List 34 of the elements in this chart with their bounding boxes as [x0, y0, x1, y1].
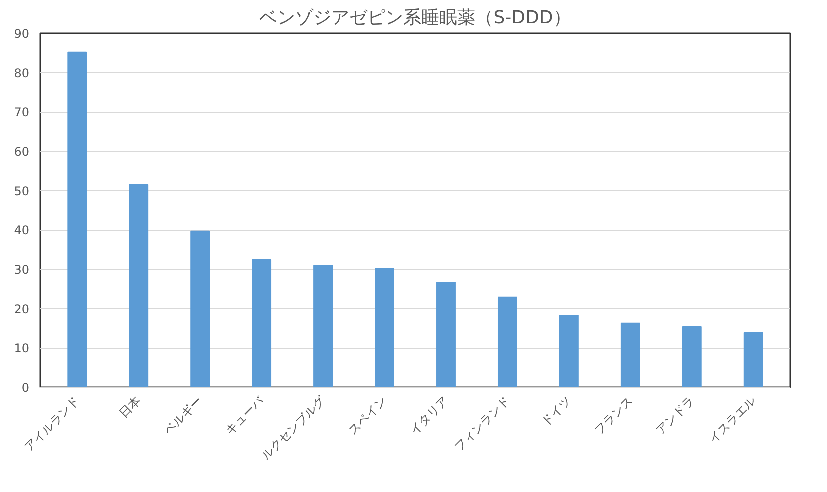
y-tick-label: 60 — [14, 145, 30, 159]
bar — [436, 282, 456, 388]
x-tick-label: フィンランド — [452, 394, 513, 454]
bar — [129, 184, 149, 388]
y-tick-label: 70 — [14, 106, 30, 120]
bar — [620, 322, 640, 388]
bar — [375, 268, 394, 388]
x-tick-label: ドイツ — [538, 394, 574, 429]
bar — [559, 315, 579, 388]
x-tick-label: フランス — [592, 394, 636, 438]
bar — [68, 52, 88, 388]
y-tick-label: 40 — [14, 224, 30, 238]
y-tick-label: 80 — [14, 66, 30, 80]
x-tick-label: ベルギー — [161, 394, 206, 438]
bar — [744, 332, 764, 388]
bar — [682, 326, 702, 388]
x-tick-label: アンドラ — [653, 394, 698, 438]
y-tick-label: 0 — [22, 381, 30, 395]
bar — [190, 230, 210, 388]
y-tick-label: 10 — [14, 342, 30, 356]
x-tick-label: 日本 — [116, 394, 144, 420]
x-tick-label: キューバ — [222, 392, 268, 438]
bar — [314, 265, 334, 388]
y-tick-label: 30 — [14, 263, 30, 277]
x-tick-label: アイルランド — [22, 394, 82, 454]
x-tick-label: イスラエル — [706, 394, 759, 446]
y-tick-label: 20 — [14, 302, 30, 316]
y-tick-label: 50 — [14, 184, 30, 198]
bar — [252, 260, 272, 388]
bar — [498, 296, 518, 388]
y-tick-label: 90 — [14, 27, 30, 41]
x-tick-label: スペイン — [346, 394, 390, 438]
x-tick-label: イタリア — [407, 394, 452, 438]
chart-title: ベンゾジアゼピン系睡眠薬（S-DDD） — [260, 8, 572, 28]
